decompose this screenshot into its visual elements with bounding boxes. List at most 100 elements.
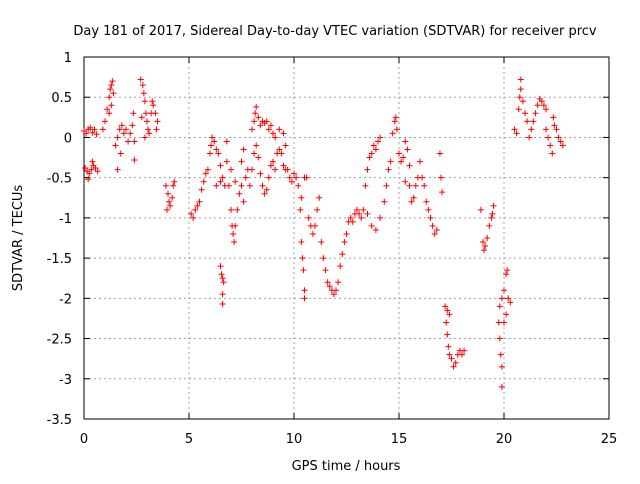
data-point bbox=[372, 226, 379, 233]
data-point bbox=[263, 186, 270, 193]
data-point bbox=[410, 194, 417, 201]
data-point bbox=[152, 110, 159, 117]
data-point bbox=[312, 222, 318, 229]
data-point bbox=[443, 319, 450, 326]
data-point bbox=[486, 222, 493, 229]
data-point bbox=[232, 222, 239, 229]
data-point bbox=[431, 230, 438, 237]
data-point bbox=[139, 82, 146, 89]
data-point bbox=[211, 138, 218, 145]
data-point bbox=[516, 94, 523, 101]
data-point bbox=[299, 255, 306, 262]
data-point bbox=[257, 122, 264, 129]
data-point bbox=[194, 202, 201, 209]
data-point bbox=[112, 142, 119, 149]
data-point bbox=[219, 300, 226, 307]
data-point bbox=[240, 198, 247, 205]
data-point bbox=[498, 295, 505, 302]
data-point bbox=[343, 230, 350, 237]
data-point bbox=[92, 165, 99, 172]
data-point bbox=[242, 174, 249, 181]
data-point bbox=[118, 122, 125, 129]
data-point bbox=[375, 138, 381, 145]
data-point bbox=[300, 267, 307, 274]
data-point bbox=[202, 170, 209, 177]
data-point bbox=[392, 114, 399, 121]
data-point bbox=[267, 122, 274, 129]
data-point bbox=[110, 90, 117, 97]
data-point bbox=[318, 239, 325, 246]
data-point bbox=[288, 178, 295, 185]
data-point bbox=[188, 210, 195, 217]
data-point bbox=[547, 142, 554, 149]
x-axis-label: GPS time / hours bbox=[292, 459, 401, 474]
data-point bbox=[421, 182, 428, 189]
data-point bbox=[550, 114, 557, 121]
data-point bbox=[316, 194, 323, 201]
data-point bbox=[534, 102, 541, 109]
data-point bbox=[381, 198, 388, 205]
data-point bbox=[513, 130, 520, 137]
data-point bbox=[114, 166, 121, 173]
data-point bbox=[442, 303, 449, 310]
data-point bbox=[446, 311, 453, 318]
x-tick-label: 20 bbox=[496, 432, 513, 447]
data-point bbox=[137, 76, 144, 83]
data-point bbox=[125, 138, 132, 145]
data-point bbox=[131, 156, 138, 163]
data-point bbox=[282, 142, 289, 149]
data-point bbox=[297, 206, 304, 213]
data-point bbox=[253, 142, 260, 149]
data-point bbox=[146, 130, 153, 137]
data-point bbox=[549, 150, 556, 157]
data-point bbox=[200, 178, 207, 185]
data-point bbox=[406, 162, 413, 169]
data-point bbox=[165, 190, 171, 197]
chart-title: Day 181 of 2017, Sidereal Day-to-day VTE… bbox=[73, 24, 597, 39]
data-point bbox=[106, 94, 113, 101]
axis-ticks bbox=[83, 56, 610, 420]
data-point bbox=[540, 102, 547, 109]
data-point bbox=[330, 291, 337, 298]
data-point bbox=[349, 218, 356, 225]
data-point bbox=[223, 158, 230, 165]
data-point bbox=[86, 170, 93, 177]
data-point bbox=[303, 174, 310, 181]
data-point bbox=[377, 134, 384, 141]
data-point bbox=[114, 134, 121, 141]
data-point bbox=[231, 239, 238, 246]
data-point bbox=[104, 106, 111, 113]
data-point bbox=[526, 134, 533, 141]
data-point bbox=[255, 114, 262, 121]
data-point bbox=[495, 319, 502, 326]
data-point bbox=[228, 166, 234, 173]
data-point bbox=[368, 222, 375, 229]
data-point bbox=[249, 126, 255, 133]
data-point bbox=[219, 291, 226, 298]
data-point bbox=[261, 190, 268, 197]
data-point bbox=[252, 110, 259, 117]
data-point bbox=[503, 311, 510, 318]
data-point bbox=[389, 130, 396, 137]
data-point bbox=[217, 263, 224, 270]
data-point bbox=[503, 271, 510, 278]
data-point bbox=[505, 295, 512, 302]
x-tick-label: 10 bbox=[286, 432, 303, 447]
data-point bbox=[360, 206, 367, 213]
data-point bbox=[320, 255, 327, 262]
data-point bbox=[120, 130, 127, 137]
data-point bbox=[305, 214, 312, 221]
data-point bbox=[481, 247, 488, 254]
data-point bbox=[217, 162, 224, 169]
data-point bbox=[444, 307, 451, 314]
data-point bbox=[498, 363, 505, 370]
data-point bbox=[208, 142, 215, 149]
data-point bbox=[144, 118, 150, 125]
data-point bbox=[545, 134, 552, 141]
data-point bbox=[129, 122, 136, 129]
y-tick-label: 1 bbox=[64, 51, 72, 66]
data-point bbox=[236, 190, 243, 197]
data-point bbox=[377, 214, 384, 221]
data-point bbox=[257, 170, 264, 177]
data-point bbox=[314, 206, 321, 213]
